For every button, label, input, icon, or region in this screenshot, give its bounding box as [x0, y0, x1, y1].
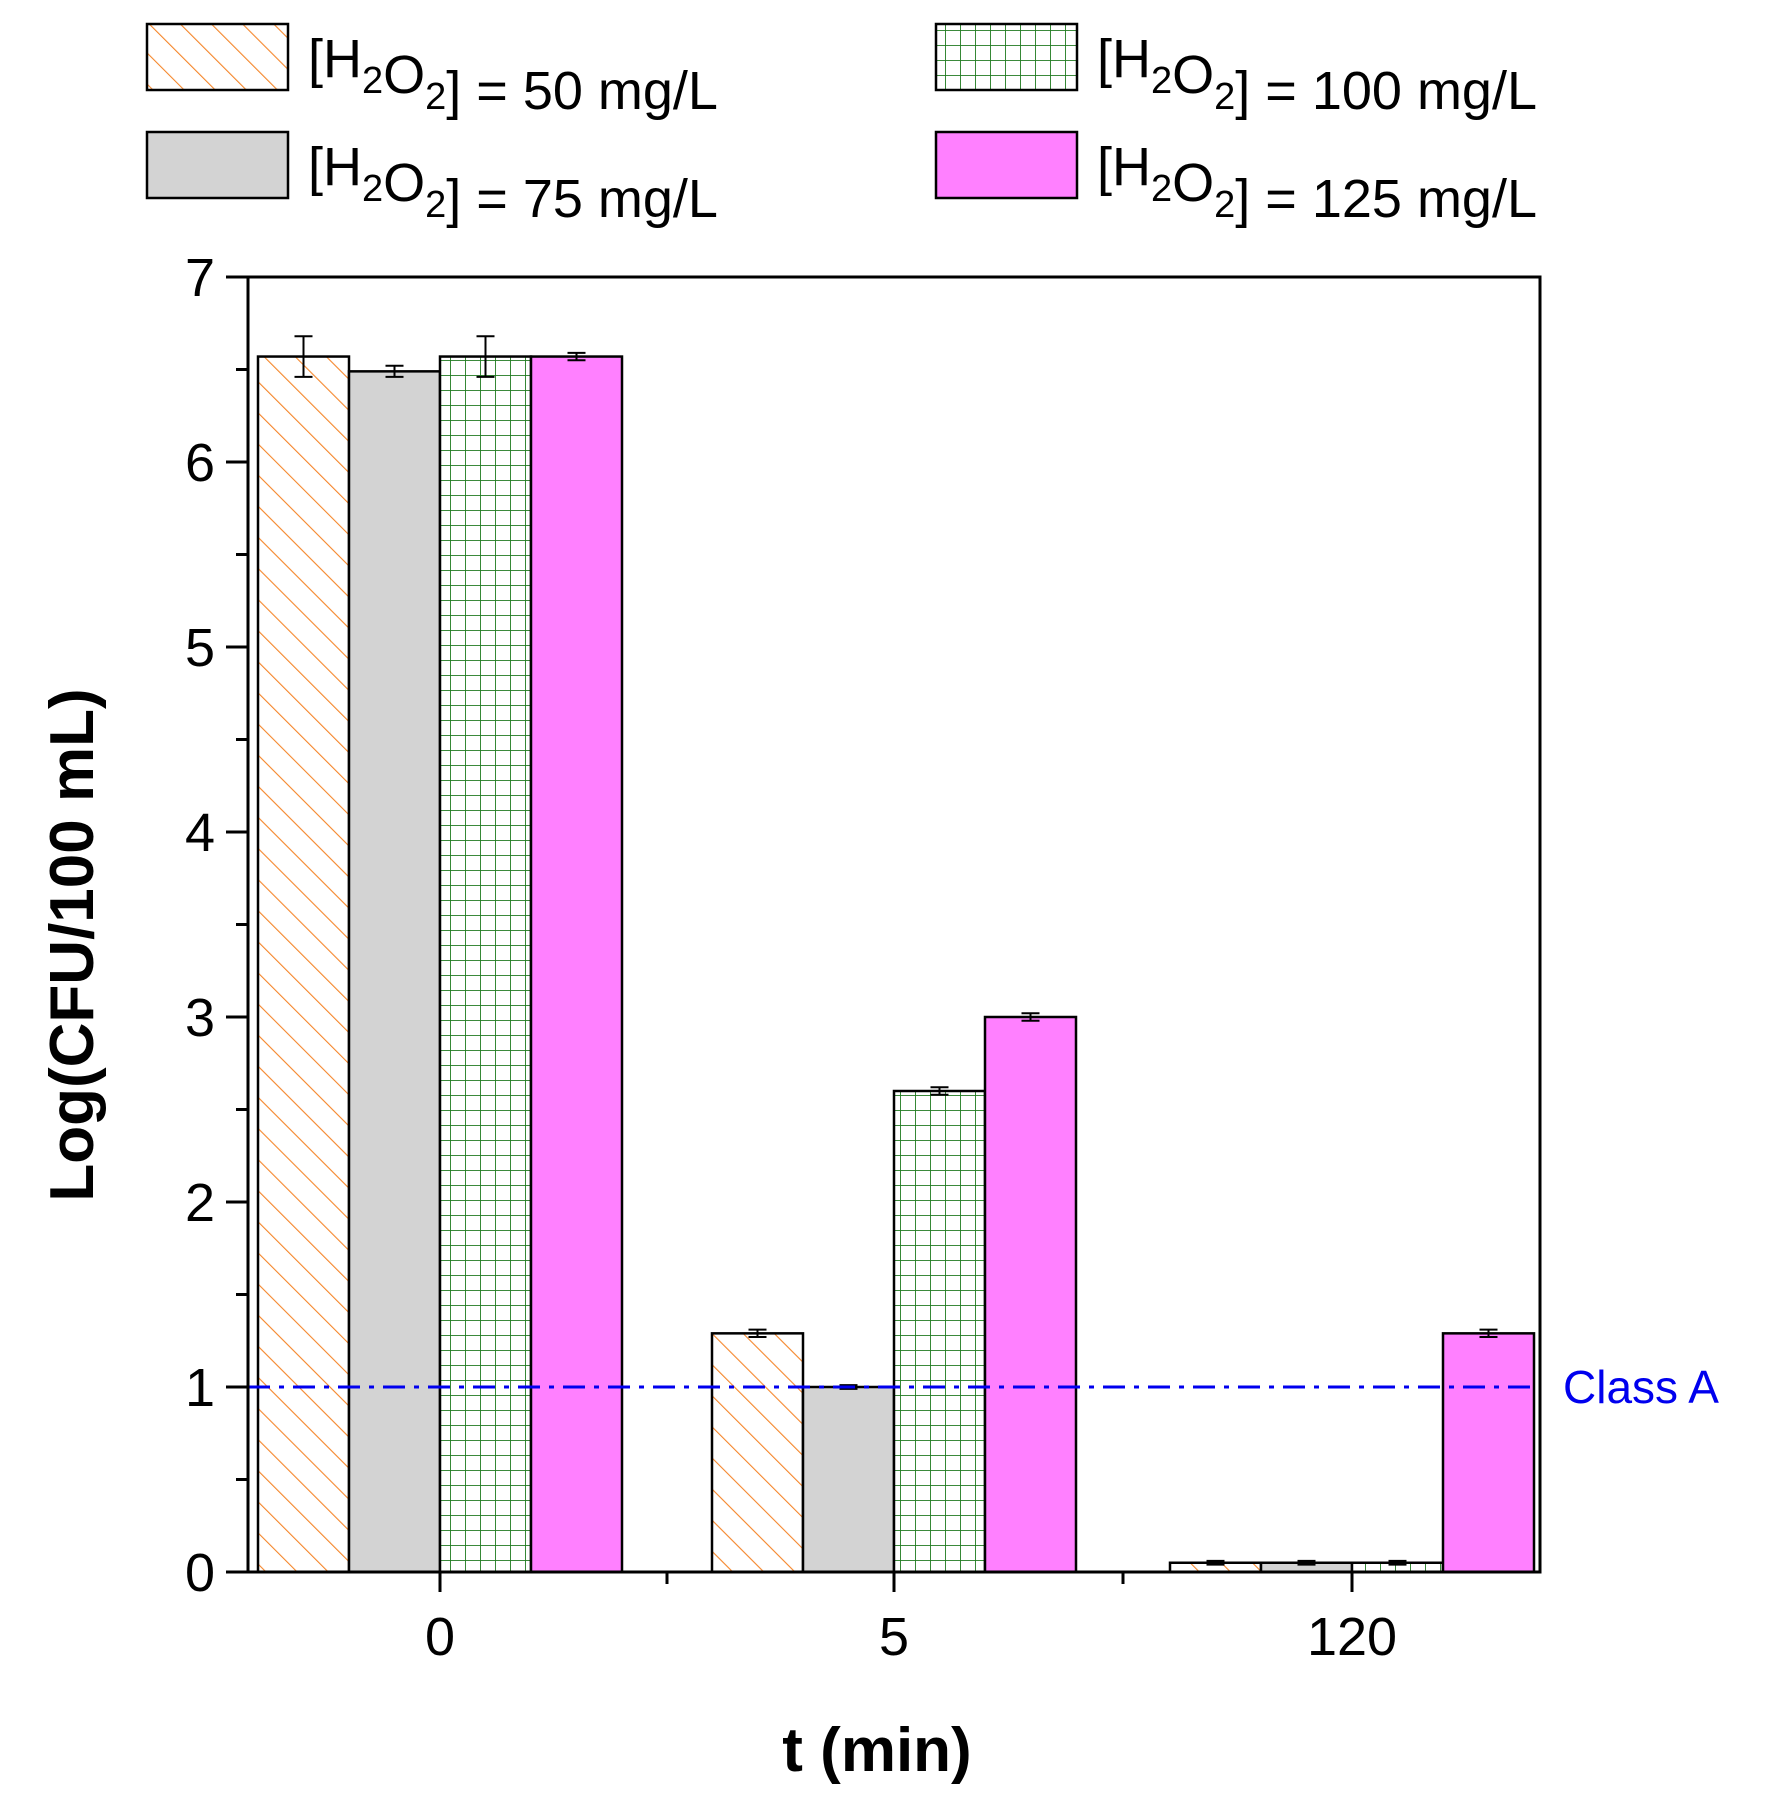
y-tick-label: 6 [185, 433, 215, 493]
legend-swatch-1 [145, 22, 290, 92]
legend-label-4: [H2O2] = 125 mg/L [1097, 137, 1537, 229]
y-axis-title: Log(CFU/100 mL) [38, 688, 107, 1201]
bar-4-cat-120 [1441, 1332, 1536, 1574]
bar-3-cat-0 [438, 355, 533, 1574]
bar-3-cat-5 [892, 1089, 987, 1574]
bar-1-cat-5 [710, 1332, 805, 1574]
bar-4-cat-0 [529, 355, 624, 1574]
bar-2-cat-0 [347, 370, 442, 1574]
x-tick-label: 120 [1307, 1607, 1397, 1667]
bar-4-cat-5 [983, 1015, 1078, 1574]
bars [256, 355, 1536, 1574]
x-axis-title: t (min) [782, 1716, 971, 1785]
y-tick-label: 7 [185, 248, 215, 308]
legend: [H2O2] = 50 mg/L [H2O2] = 75 mg/L [H2O2] =… [145, 22, 1537, 229]
legend-label-1: [H2O2] = 50 mg/L [308, 29, 718, 121]
y-tick-label: 0 [185, 1543, 215, 1603]
bar-1-cat-0 [256, 355, 351, 1574]
y-tick-label: 1 [185, 1358, 215, 1418]
legend-label-3: [H2O2] = 100 mg/L [1097, 29, 1537, 121]
y-tick-label: 4 [185, 803, 215, 863]
y-tick-label: 2 [185, 1173, 215, 1233]
bar-2-cat-5 [801, 1385, 896, 1574]
legend-swatch-2 [145, 130, 290, 200]
legend-swatch-3 [934, 22, 1079, 92]
class-a-label: Class A [1563, 1361, 1719, 1413]
x-axis: 0 5 120 [425, 1572, 1397, 1667]
y-axis: 0 1 2 3 4 5 6 7 [185, 248, 248, 1603]
error-bars [294, 335, 1498, 1566]
reference-line-group: Class A [248, 1361, 1719, 1413]
y-tick-label: 5 [185, 618, 215, 678]
x-tick-label: 0 [425, 1607, 455, 1667]
legend-label-2: [H2O2] = 75 mg/L [308, 137, 718, 229]
x-tick-label: 5 [879, 1607, 909, 1667]
y-tick-label: 3 [185, 988, 215, 1048]
legend-swatch-4 [934, 130, 1079, 200]
